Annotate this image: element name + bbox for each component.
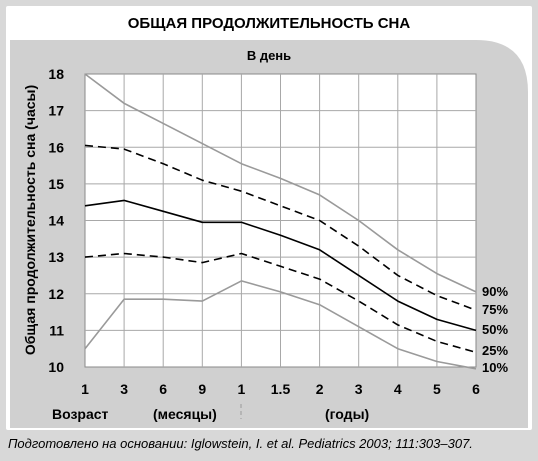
y-tick-label: 17 (48, 103, 64, 119)
series-label-50-pct: 50% (482, 322, 508, 337)
x-tick-label: 3 (355, 381, 363, 397)
y-tick-label: 11 (49, 322, 64, 338)
series-line-50-pct (84, 199, 477, 332)
y-tick-label: 15 (48, 176, 64, 192)
x-ticks: 1 3 6 9 1 1.5 2 3 4 5 6 (81, 381, 480, 397)
chart-subtitle: В день (247, 48, 291, 63)
chart-title: ОБЩАЯ ПРОДОЛЖИТЕЛЬНОСТЬ СНА (128, 15, 411, 32)
series-labels: 90% 75% 50% 25% 10% (482, 284, 508, 375)
y-tick-label: 16 (48, 139, 64, 155)
series-label-25-pct: 25% (482, 343, 508, 358)
x-tick-label: 2 (316, 381, 324, 397)
y-axis-label: Общая продолжительность сна (часы) (22, 85, 38, 355)
x-tick-label: 1 (81, 381, 89, 397)
series-label-10-pct: 10% (482, 360, 508, 375)
y-tick-label: 13 (48, 249, 64, 265)
months-label: (месяцы) (153, 406, 217, 422)
x-tick-label: 9 (198, 381, 206, 397)
y-tick-label: 18 (48, 66, 64, 82)
y-tick-label: 14 (48, 213, 64, 229)
series-lines (84, 73, 477, 370)
series-line-25-pct (84, 252, 477, 354)
source-caption: Подготовлено на основании: Iglowstein, I… (8, 436, 473, 451)
age-label: Возраст (52, 406, 109, 422)
years-label: (годы) (325, 406, 369, 422)
x-tick-label: 6 (472, 381, 480, 397)
series-line-75-pct (84, 144, 477, 311)
series-label-90-pct: 90% (482, 284, 508, 299)
grid (85, 74, 476, 367)
x-tick-label: 3 (120, 381, 128, 397)
series-line-10-pct (84, 280, 477, 370)
y-ticks: 10 11 12 13 14 15 16 17 18 (48, 66, 64, 375)
x-tick-label: 6 (159, 381, 167, 397)
series-label-75-pct: 75% (482, 302, 508, 317)
x-tick-label: 4 (394, 381, 402, 397)
x-tick-label: 5 (433, 381, 441, 397)
y-tick-label: 12 (48, 286, 64, 302)
y-tick-label: 10 (48, 359, 64, 375)
x-tick-label: 1.5 (271, 381, 291, 397)
x-tick-label: 1 (238, 381, 246, 397)
series-line-90-pct (84, 73, 477, 293)
